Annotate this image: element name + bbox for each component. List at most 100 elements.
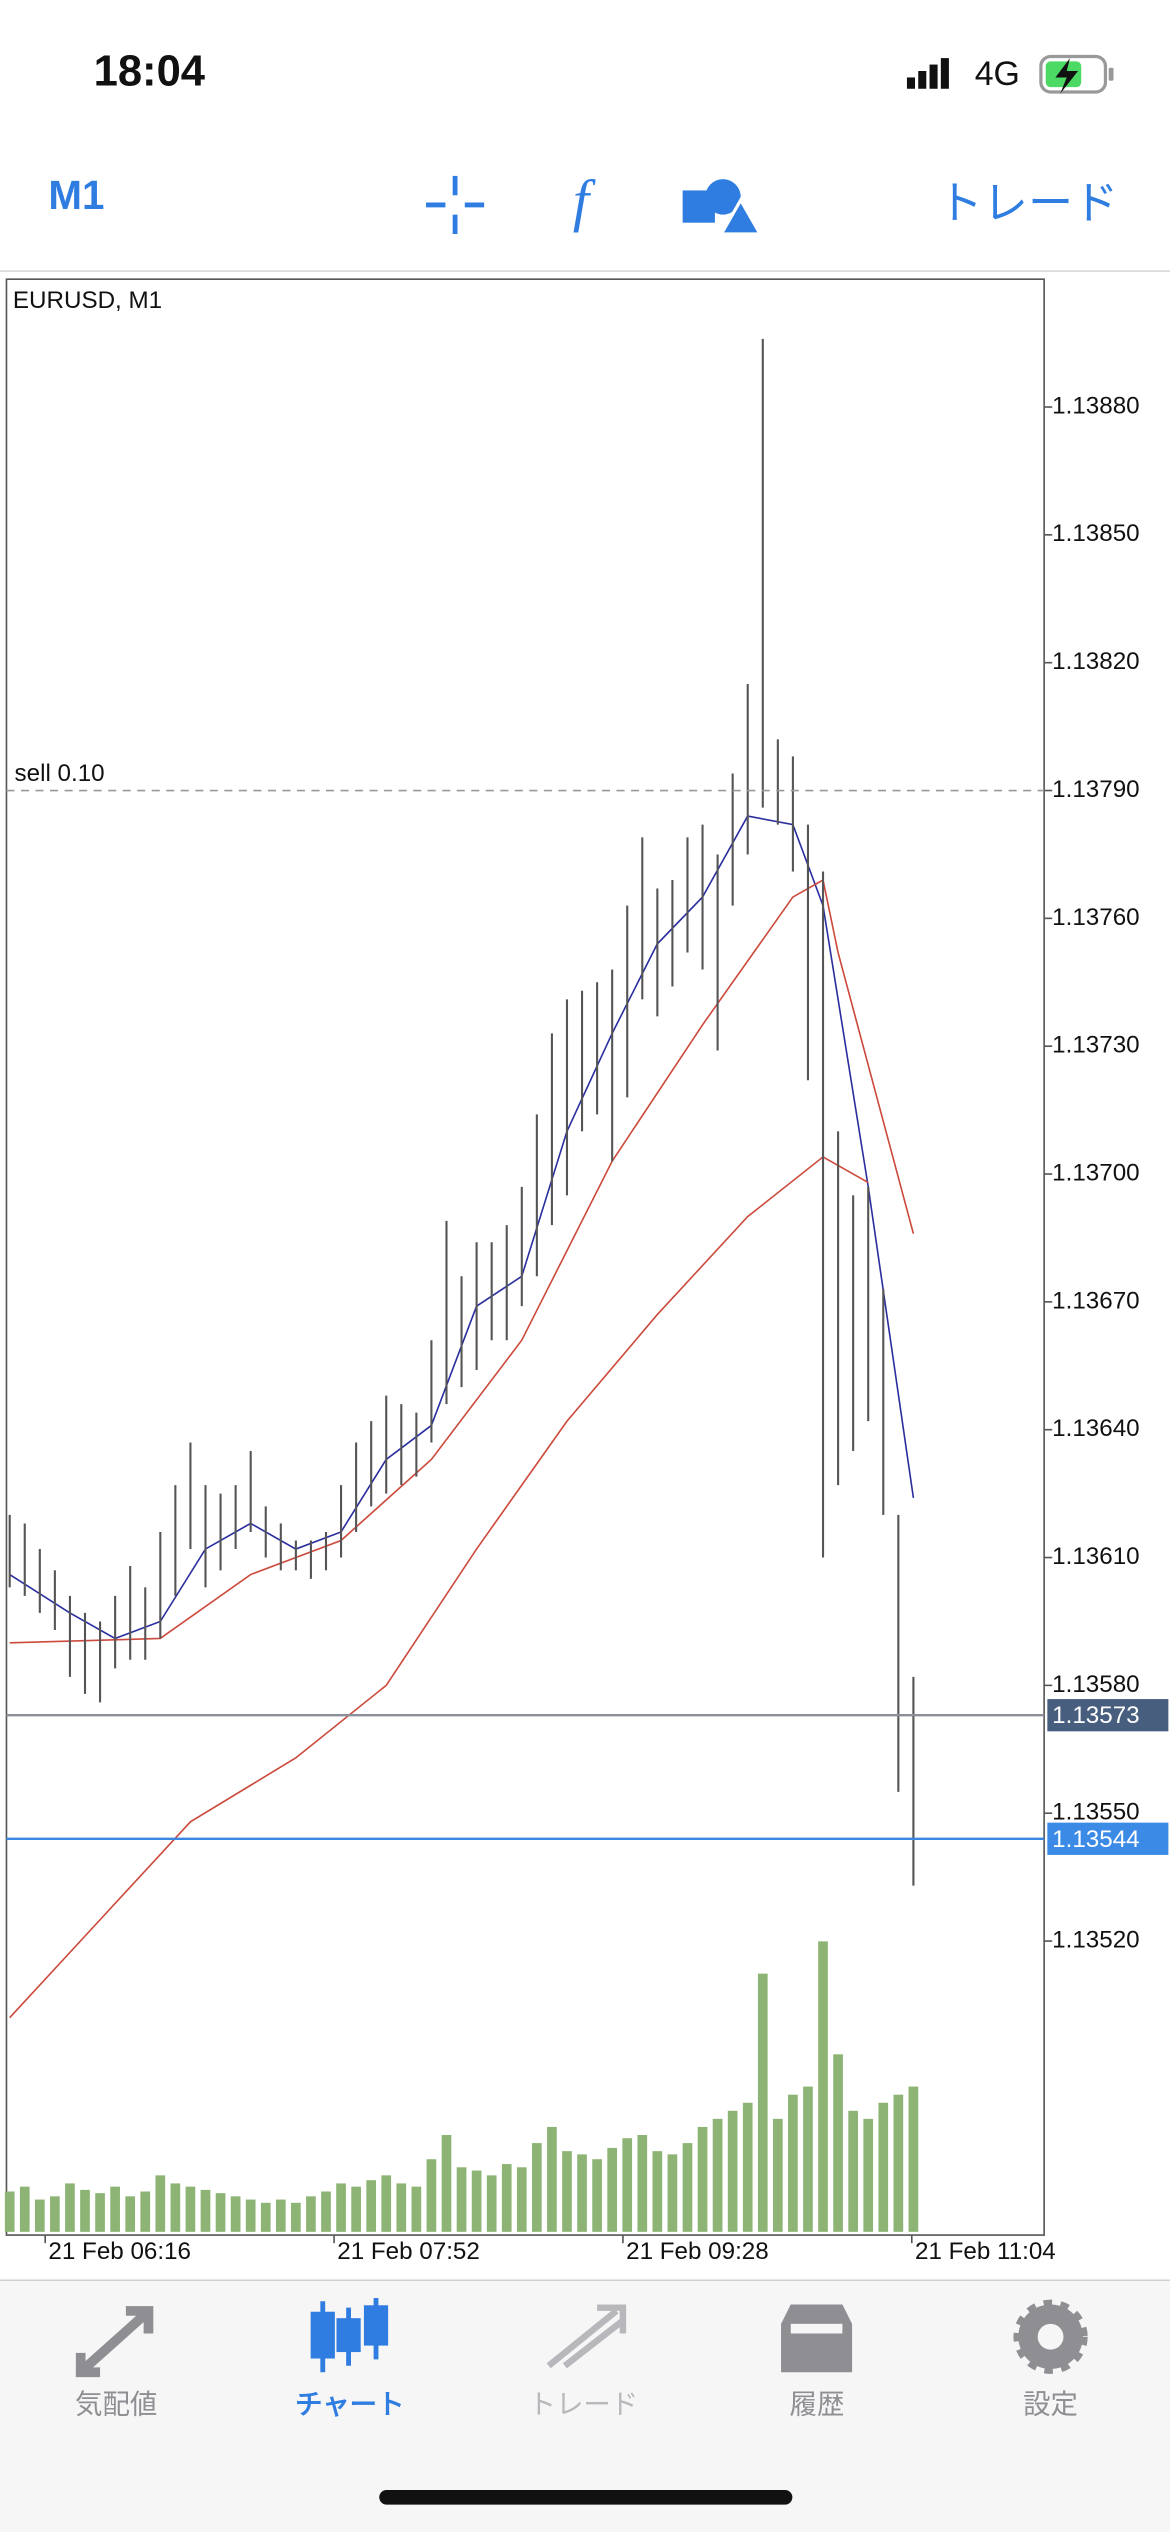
network-label: 4G bbox=[975, 55, 1020, 93]
history-icon bbox=[781, 2304, 853, 2373]
tab-label[interactable]: 設定 bbox=[1023, 2388, 1078, 2419]
volume-bar bbox=[501, 2164, 512, 2232]
volume-bar bbox=[441, 2135, 452, 2232]
volume-bar bbox=[215, 2193, 226, 2232]
volume-bar bbox=[712, 2118, 723, 2232]
y-tick-label: 1.13880 bbox=[1052, 392, 1139, 419]
chart-frame bbox=[5, 278, 1045, 2236]
volume-bar bbox=[411, 2186, 422, 2232]
y-tick-label: 1.13790 bbox=[1052, 776, 1139, 803]
volume-bar bbox=[547, 2126, 557, 2232]
volume-bar bbox=[456, 2167, 467, 2232]
volume-bar bbox=[848, 2110, 858, 2232]
volume-bar bbox=[592, 2159, 602, 2232]
volume-bar bbox=[788, 2094, 798, 2232]
y-tick-label: 1.13550 bbox=[1052, 1799, 1139, 1826]
volume-bar bbox=[50, 2196, 60, 2232]
tab-label[interactable]: チャート bbox=[295, 2388, 404, 2419]
volume-bar bbox=[486, 2175, 497, 2232]
tab-label[interactable]: 履歴 bbox=[790, 2388, 845, 2419]
moving-average bbox=[9, 1155, 869, 2019]
volume-bar bbox=[878, 2102, 889, 2232]
volume-bar bbox=[803, 2086, 813, 2232]
signal-icon bbox=[906, 58, 949, 89]
price-box bbox=[1047, 1822, 1169, 1855]
tab-labels: 気配値 チャート トレード 履歴 設定 bbox=[75, 2388, 1078, 2419]
volume-bar bbox=[622, 2138, 633, 2232]
volume-bar bbox=[652, 2151, 663, 2232]
y-tick-label: 1.13700 bbox=[1052, 1159, 1139, 1186]
volume-bar bbox=[773, 2118, 783, 2232]
timeframe-button[interactable]: M1 bbox=[48, 172, 104, 218]
volume-bar bbox=[19, 2186, 30, 2232]
status-time: 18:04 bbox=[94, 48, 205, 96]
volume-bar bbox=[532, 2143, 542, 2232]
y-tick-label: 1.13640 bbox=[1052, 1415, 1139, 1442]
volume-bar bbox=[125, 2196, 136, 2232]
tab-label[interactable]: トレード bbox=[529, 2388, 639, 2419]
volume-bar bbox=[65, 2183, 75, 2232]
volume-bar bbox=[667, 2154, 678, 2232]
price-box bbox=[1047, 1699, 1169, 1732]
crosshair-button[interactable] bbox=[426, 175, 485, 234]
volume-bar bbox=[727, 2110, 738, 2232]
volume-bar bbox=[893, 2094, 904, 2232]
tab-label[interactable]: 気配値 bbox=[75, 2388, 157, 2419]
volume-bar bbox=[245, 2199, 256, 2232]
volume-bar bbox=[185, 2186, 196, 2232]
volume-bar bbox=[95, 2193, 105, 2232]
y-tick-label: 1.13670 bbox=[1052, 1287, 1139, 1314]
chart-title: EURUSD, M1 bbox=[13, 287, 162, 314]
volume-bar bbox=[351, 2186, 361, 2232]
volume-bar bbox=[516, 2167, 527, 2232]
volume-bar bbox=[170, 2183, 181, 2232]
volume-bar bbox=[4, 2191, 15, 2232]
volume-bar bbox=[155, 2175, 166, 2232]
volume-bar bbox=[908, 2086, 919, 2232]
volume-bar bbox=[275, 2199, 286, 2232]
level-label: sell 0.10 bbox=[15, 760, 105, 787]
volume-bar bbox=[682, 2143, 693, 2232]
chart-icon bbox=[310, 2298, 389, 2373]
price-box-label: 1.13573 bbox=[1052, 1702, 1139, 1729]
volume-bar bbox=[607, 2147, 618, 2232]
volume-bar bbox=[230, 2196, 241, 2232]
battery-icon bbox=[1039, 54, 1114, 94]
price-box-label: 1.13544 bbox=[1052, 1826, 1139, 1853]
volume-bar bbox=[833, 2054, 843, 2232]
volume-bar bbox=[306, 2196, 316, 2232]
volume-bar bbox=[321, 2191, 331, 2232]
volume-bar bbox=[697, 2126, 708, 2232]
quotes-icon bbox=[75, 2306, 154, 2378]
y-tick-label: 1.13850 bbox=[1052, 520, 1139, 547]
objects-button[interactable] bbox=[682, 179, 763, 236]
x-tick-label: 21 Feb 06:16 bbox=[48, 2238, 191, 2265]
trade-button[interactable]: トレード bbox=[938, 177, 1119, 228]
home-indicator bbox=[379, 2490, 793, 2505]
volume-bar bbox=[562, 2151, 572, 2232]
volume-bar bbox=[577, 2154, 587, 2232]
y-tick-label: 1.13520 bbox=[1052, 1926, 1139, 1953]
volume-bar bbox=[396, 2183, 407, 2232]
volume-bar bbox=[757, 1973, 768, 2232]
trade-icon bbox=[546, 2304, 627, 2369]
settings-icon bbox=[1013, 2299, 1088, 2374]
volume-bar bbox=[637, 2135, 648, 2232]
volume-bar bbox=[471, 2170, 482, 2232]
volume-bar bbox=[200, 2189, 211, 2232]
y-tick-label: 1.13730 bbox=[1052, 1032, 1139, 1059]
volume-bar bbox=[140, 2191, 151, 2232]
x-tick-label: 21 Feb 11:04 bbox=[915, 2238, 1056, 2265]
moving-average bbox=[9, 878, 915, 1644]
volume-bar bbox=[426, 2159, 437, 2232]
volume-bar bbox=[366, 2180, 377, 2232]
y-tick-label: 1.13820 bbox=[1052, 648, 1139, 675]
volume-bar bbox=[381, 2175, 392, 2232]
y-tick-label: 1.13580 bbox=[1052, 1671, 1139, 1698]
volume-bar bbox=[742, 2102, 753, 2232]
x-tick-label: 21 Feb 07:52 bbox=[337, 2238, 480, 2265]
volume-bar bbox=[34, 2199, 45, 2232]
volume-bar bbox=[863, 2118, 874, 2232]
plot: 1.13880 1.13850 1.13820 1.13790 1.13760 1.137… bbox=[4, 338, 1169, 2265]
